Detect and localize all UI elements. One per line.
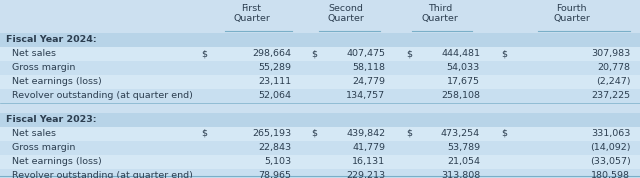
Text: 23,111: 23,111	[258, 77, 291, 86]
Text: Net sales: Net sales	[12, 49, 56, 58]
Text: Net earnings (loss): Net earnings (loss)	[12, 157, 101, 166]
Text: Net earnings (loss): Net earnings (loss)	[12, 77, 101, 86]
Text: $: $	[202, 49, 207, 58]
Text: 78,965: 78,965	[258, 171, 291, 178]
Text: $: $	[406, 49, 412, 58]
Text: 444,481: 444,481	[441, 49, 480, 58]
Text: 24,779: 24,779	[352, 77, 385, 86]
Bar	[0, 127, 640, 141]
Text: Net sales: Net sales	[12, 129, 56, 138]
Text: 298,664: 298,664	[252, 49, 291, 58]
Text: 237,225: 237,225	[591, 91, 630, 100]
Text: Fiscal Year 2024:: Fiscal Year 2024:	[6, 35, 97, 44]
Text: (14,092): (14,092)	[590, 143, 630, 152]
Text: 21,054: 21,054	[447, 157, 480, 166]
Text: 180,598: 180,598	[591, 171, 630, 178]
Text: 229,213: 229,213	[346, 171, 385, 178]
Bar	[0, 155, 640, 169]
Text: 17,675: 17,675	[447, 77, 480, 86]
Text: 20,778: 20,778	[597, 63, 630, 72]
Text: Fiscal Year 2023:: Fiscal Year 2023:	[6, 115, 97, 124]
Bar	[0, 89, 640, 103]
Text: $: $	[406, 129, 412, 138]
Bar	[0, 113, 640, 127]
Text: 55,289: 55,289	[258, 63, 291, 72]
Text: Revolver outstanding (at quarter end): Revolver outstanding (at quarter end)	[12, 91, 193, 100]
Bar	[0, 61, 640, 75]
Text: $: $	[501, 129, 507, 138]
Text: $: $	[202, 129, 207, 138]
Text: (33,057): (33,057)	[589, 157, 630, 166]
Text: $: $	[501, 49, 507, 58]
Text: Fourth
Quarter: Fourth Quarter	[553, 4, 590, 23]
Text: 307,983: 307,983	[591, 49, 630, 58]
Text: 22,843: 22,843	[258, 143, 291, 152]
Text: First
Quarter: First Quarter	[233, 4, 270, 23]
Bar	[0, 141, 640, 155]
Text: $: $	[312, 129, 317, 138]
Bar	[0, 47, 640, 61]
Bar	[0, 169, 640, 178]
Text: $: $	[312, 49, 317, 58]
Text: (2,247): (2,247)	[596, 77, 630, 86]
Text: 53,789: 53,789	[447, 143, 480, 152]
Text: 134,757: 134,757	[346, 91, 385, 100]
Bar	[0, 33, 640, 47]
Text: 258,108: 258,108	[441, 91, 480, 100]
Text: Gross margin: Gross margin	[12, 143, 75, 152]
Text: 439,842: 439,842	[346, 129, 385, 138]
Text: 265,193: 265,193	[252, 129, 291, 138]
Text: 52,064: 52,064	[258, 91, 291, 100]
Text: 16,131: 16,131	[352, 157, 385, 166]
Text: 54,033: 54,033	[447, 63, 480, 72]
Text: 407,475: 407,475	[346, 49, 385, 58]
Text: 313,808: 313,808	[441, 171, 480, 178]
Text: Revolver outstanding (at quarter end): Revolver outstanding (at quarter end)	[12, 171, 193, 178]
Text: 473,254: 473,254	[441, 129, 480, 138]
Bar	[0, 103, 640, 113]
Bar	[0, 0, 640, 33]
Text: 5,103: 5,103	[264, 157, 291, 166]
Text: Third
Quarter: Third Quarter	[422, 4, 459, 23]
Bar	[0, 75, 640, 89]
Text: Second
Quarter: Second Quarter	[327, 4, 364, 23]
Text: 331,063: 331,063	[591, 129, 630, 138]
Text: 41,779: 41,779	[352, 143, 385, 152]
Text: Gross margin: Gross margin	[12, 63, 75, 72]
Text: 58,118: 58,118	[352, 63, 385, 72]
